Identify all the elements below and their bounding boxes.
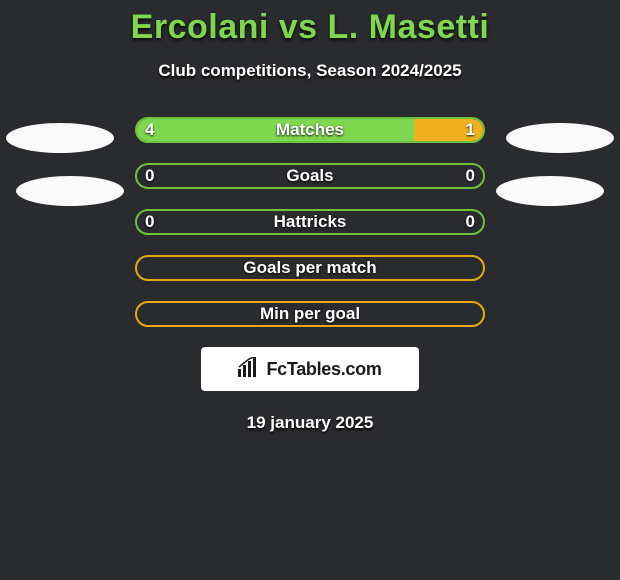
stat-row: Matches4 1	[0, 117, 620, 143]
bar-track: Min per goal	[135, 301, 485, 327]
stat-row: Goals0 0	[0, 163, 620, 189]
stat-label: Hattricks	[137, 211, 483, 233]
stat-value-player1: 0	[145, 163, 154, 189]
date-label: 19 january 2025	[0, 413, 620, 433]
bar-track: Goals per match	[135, 255, 485, 281]
bar-track: Goals	[135, 163, 485, 189]
stat-row: Hattricks0 0	[0, 209, 620, 235]
chart-icon	[238, 357, 260, 382]
logo-text: FcTables.com	[266, 359, 381, 380]
stat-value-player2: 1	[466, 117, 475, 143]
logo-box: FcTables.com	[201, 347, 419, 391]
stat-value-player1: 4	[145, 117, 154, 143]
page-title: Ercolani vs L. Masetti	[0, 8, 620, 47]
comparison-card: Ercolani vs L. Masetti Club competitions…	[0, 0, 620, 433]
stat-label: Goals	[137, 165, 483, 187]
stat-value-player1: 0	[145, 209, 154, 235]
stat-value-player2: 0	[466, 163, 475, 189]
stat-row: Goals per match	[0, 255, 620, 281]
subtitle: Club competitions, Season 2024/2025	[0, 61, 620, 81]
stat-value-player2: 0	[466, 209, 475, 235]
stat-label: Matches	[137, 119, 483, 141]
stat-label: Min per goal	[137, 303, 483, 325]
bar-track: Hattricks	[135, 209, 485, 235]
stat-row: Min per goal	[0, 301, 620, 327]
bar-track: Matches	[135, 117, 485, 143]
stat-label: Goals per match	[137, 257, 483, 279]
